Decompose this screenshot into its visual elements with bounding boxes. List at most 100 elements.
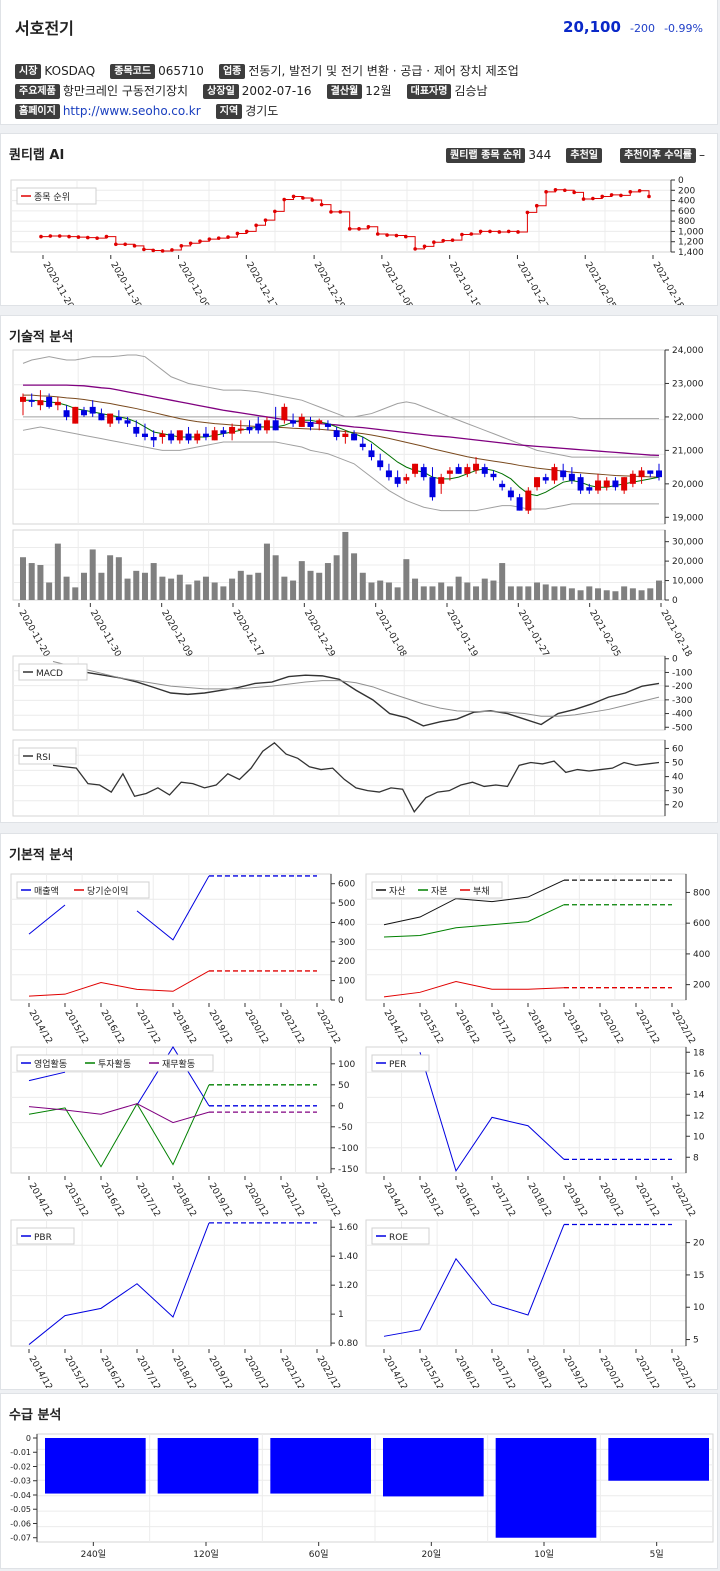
volume-bar	[351, 553, 358, 600]
volume-bar	[412, 578, 419, 600]
rank-point	[478, 229, 483, 234]
rank-point	[441, 238, 446, 243]
current-price: 20,100	[563, 18, 621, 36]
cashflow-series-2-line	[28, 1103, 210, 1124]
per-x-tick-label: 2016/12	[453, 1182, 480, 1219]
volume-bar	[46, 582, 53, 600]
candle-body	[438, 477, 445, 484]
fundamental-card: 기본적 분석 0 100 200 300 400 500 600 매출액 당기순이익 2014/1…	[0, 833, 718, 1390]
supply-x-tick-label: 120일	[193, 1549, 218, 1560]
macd-y-tick-label: -100	[672, 668, 693, 678]
candle-body	[46, 396, 53, 407]
cashflow-legend-label: 투자활동	[98, 1058, 131, 1070]
roe-series-0-line	[383, 1224, 565, 1337]
sales-x-tick-label: 2018/12	[170, 1009, 197, 1046]
volume-bar	[568, 588, 575, 600]
industry-value: 전동기, 발전기 및 전기 변환 · 공급 · 제어 장치 제조업	[248, 64, 519, 78]
rank-point	[628, 190, 633, 194]
rank-point	[516, 230, 520, 234]
rank-point	[198, 239, 202, 243]
rank-point	[385, 233, 389, 237]
rank-point	[301, 196, 305, 200]
volume-bar	[612, 591, 619, 600]
price-bb_mid-line	[23, 416, 659, 420]
rec-date-tag: 추천일	[566, 148, 603, 163]
sales-y-tick-label: 200	[338, 957, 355, 967]
volume-bar	[499, 563, 506, 600]
rank-point	[254, 223, 258, 228]
volume-bar	[54, 543, 61, 600]
candle-body	[237, 428, 244, 431]
supply-title: 수급 분석	[9, 1408, 62, 1423]
rank-point	[123, 242, 127, 247]
volume-bar	[220, 586, 227, 600]
volume-bar	[490, 580, 497, 600]
volume-x-tick-label: 2021-01-27	[516, 609, 551, 659]
rsi-line	[52, 741, 660, 813]
roe-x-tick-label: 2017/12	[489, 1355, 516, 1389]
per-series-0-line	[419, 1052, 565, 1173]
rank-point	[375, 232, 380, 236]
volume-bar	[359, 572, 366, 600]
assets-y-tick-label: 400	[693, 950, 710, 960]
candle-body	[359, 443, 366, 448]
pbr-y-tick-label: 0.80	[338, 1339, 358, 1349]
candle-body	[603, 480, 610, 488]
price-block: 20,100 -200 -0.99%	[563, 17, 703, 36]
homepage-link[interactable]: http://www.seoho.co.kr	[62, 104, 201, 118]
volume-bar	[473, 586, 480, 600]
candle-body	[72, 406, 79, 424]
rank-point	[291, 194, 296, 199]
volume-bar	[507, 586, 514, 600]
rank-point	[497, 230, 502, 234]
rank-point	[647, 194, 651, 199]
per-y-tick-label: 18	[693, 1048, 705, 1058]
volume-bar	[647, 588, 654, 600]
candle-body	[176, 430, 183, 441]
sales-y-tick-label: 0	[338, 996, 344, 1006]
assets-y-tick-label: 200	[693, 981, 710, 991]
rank-point	[188, 241, 193, 246]
cashflow-y-tick-label: -150	[338, 1165, 359, 1175]
rank-x-tick-label: 2020-11-20	[40, 261, 75, 306]
volume-bar	[168, 578, 175, 600]
rank-y-tick-label: 600	[678, 207, 695, 217]
candle-body	[220, 430, 227, 434]
cashflow-x-tick-label: 2016/12	[98, 1182, 125, 1219]
candle-body	[429, 477, 436, 498]
rank-point	[76, 235, 81, 239]
price-bb_upper-line	[22, 354, 659, 458]
candle-body	[107, 413, 114, 424]
candle-body	[560, 470, 567, 478]
sales-x-tick-label: 2019/12	[206, 1009, 233, 1046]
volume-bar	[107, 555, 114, 600]
volume-bar	[307, 570, 314, 600]
assets-x-tick-label: 2018/12	[525, 1009, 552, 1046]
rank-point	[160, 249, 165, 253]
volume-bar	[202, 576, 209, 600]
rank-point	[273, 209, 277, 214]
macd-legend-box	[18, 663, 88, 681]
sales-x-tick-label: 2021/12	[278, 1009, 305, 1046]
cashflow-legend-label: 재무활동	[162, 1058, 195, 1070]
assets-legend-box	[371, 881, 503, 899]
assets-legend-label: 자산	[389, 886, 406, 897]
candle-body	[290, 420, 297, 424]
volume-x-tick-label: 2020-12-29	[302, 609, 337, 660]
quantilab-title: 퀀티랩 AI	[9, 148, 65, 163]
pbr-x-tick-label: 2015/12	[62, 1355, 89, 1389]
supply-y-tick-label: -0.01	[10, 1448, 31, 1457]
product-value: 항만크레인 구동전기장치	[62, 84, 189, 98]
volume-bar	[377, 580, 384, 600]
volume-bar	[368, 582, 375, 600]
assets-y-tick-label: 800	[693, 888, 710, 898]
volume-bar	[150, 563, 157, 600]
cashflow-x-tick-label: 2022/12	[314, 1182, 341, 1219]
supply-x-tick-label: 20일	[421, 1549, 441, 1560]
cashflow-x-tick-label: 2019/12	[206, 1182, 233, 1219]
supply-y-tick-label: -0.05	[10, 1505, 31, 1514]
rank-point	[600, 194, 605, 199]
rank-y-tick-label: 200	[678, 186, 695, 196]
rank-point	[422, 244, 427, 249]
